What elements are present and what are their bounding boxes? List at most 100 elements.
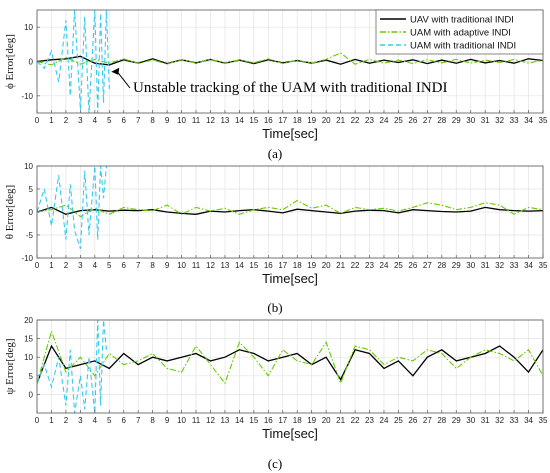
x-tick-label: 27 — [423, 261, 432, 270]
x-tick-label: 22 — [351, 116, 360, 125]
caption-c: (c) — [267, 456, 283, 471]
x-tick-label: 18 — [293, 416, 302, 425]
x-tick-label: 10 — [177, 416, 186, 425]
x-tick-label: 7 — [136, 261, 141, 270]
x-tick-label: 11 — [192, 116, 201, 125]
x-tick-label: 6 — [122, 416, 127, 425]
y-axis-label: ψ Error[deg] — [4, 338, 16, 394]
x-tick-label: 23 — [365, 261, 374, 270]
x-tick-label: 22 — [351, 416, 360, 425]
x-tick-label: 3 — [78, 116, 83, 125]
x-tick-label: 32 — [495, 416, 504, 425]
x-tick-label: 6 — [122, 116, 127, 125]
x-tick-label: 30 — [466, 416, 475, 425]
series-group — [37, 320, 543, 413]
x-tick-label: 30 — [466, 261, 475, 270]
legend-label-1: UAM with adaptive INDI — [410, 28, 511, 39]
series-line-1 — [37, 199, 543, 218]
x-tick-label: 24 — [380, 261, 389, 270]
x-tick-label: 3 — [78, 261, 83, 270]
x-tick-label: 26 — [408, 416, 417, 425]
series-line-1 — [37, 329, 543, 385]
x-tick-label: 2 — [64, 116, 69, 125]
y-tick-label: -10 — [21, 92, 33, 101]
x-tick-label: 21 — [336, 416, 345, 425]
x-tick-label: 20 — [322, 261, 331, 270]
x-tick-label: 12 — [206, 261, 215, 270]
x-tick-label: 4 — [93, 416, 98, 425]
x-tick-label: 24 — [380, 416, 389, 425]
x-tick-label: 21 — [336, 116, 345, 125]
x-tick-label: 27 — [423, 116, 432, 125]
series-line-1 — [37, 52, 543, 66]
annotation-arrow-head — [111, 67, 120, 75]
x-tick-label: 25 — [394, 116, 403, 125]
x-tick-label: 2 — [64, 416, 69, 425]
series-line-2 — [37, 166, 107, 249]
y-axis-label: θ Error[deg] — [4, 185, 16, 239]
x-tick-label: 33 — [510, 416, 519, 425]
x-tick-label: 15 — [249, 416, 258, 425]
x-tick-label: 28 — [437, 116, 446, 125]
x-tick-label: 3 — [78, 416, 83, 425]
x-tick-label: 15 — [249, 261, 258, 270]
x-tick-label: 14 — [235, 116, 244, 125]
x-tick-label: 16 — [264, 261, 273, 270]
x-tick-label: 23 — [365, 116, 374, 125]
x-tick-label: 25 — [394, 416, 403, 425]
x-tick-label: 29 — [452, 116, 461, 125]
x-tick-label: 17 — [278, 116, 287, 125]
y-tick-label: 10 — [24, 162, 33, 171]
y-tick-label: 0 — [29, 58, 34, 67]
x-tick-label: 23 — [365, 416, 374, 425]
x-tick-label: 35 — [539, 261, 548, 270]
legend-label-0: UAV with traditional INDI — [410, 15, 514, 26]
x-tick-label: 1 — [49, 116, 54, 125]
x-tick-label: 8 — [150, 416, 155, 425]
x-tick-label: 35 — [539, 116, 548, 125]
x-tick-label: 29 — [452, 261, 461, 270]
x-tick-label: 9 — [165, 116, 170, 125]
x-tick-label: 25 — [394, 261, 403, 270]
annotation-text: Unstable tracking of the UAM with tradit… — [133, 80, 448, 96]
y-tick-label: 20 — [24, 316, 33, 325]
y-tick-label: -5 — [26, 231, 34, 240]
x-tick-label: 29 — [452, 416, 461, 425]
x-tick-label: 33 — [510, 116, 519, 125]
x-tick-label: 34 — [524, 416, 533, 425]
x-axis-label: Time[sec] — [262, 426, 318, 441]
x-tick-label: 1 — [49, 416, 54, 425]
x-tick-label: 14 — [235, 416, 244, 425]
x-tick-label: 31 — [481, 416, 490, 425]
x-tick-label: 28 — [437, 261, 446, 270]
x-tick-label: 16 — [264, 416, 273, 425]
legend-label-2: UAM with traditional INDI — [410, 41, 516, 52]
y-tick-label: 0 — [29, 208, 34, 217]
x-tick-label: 28 — [437, 416, 446, 425]
chart-1: 0 1 2 3 4 5 6 7 8 9 10 11 12 13 14 15 16 17 18 19 20 21 22 23 24… — [4, 162, 548, 286]
x-tick-label: 10 — [177, 261, 186, 270]
x-tick-label: 6 — [122, 261, 127, 270]
y-tick-label: 5 — [29, 185, 34, 194]
x-tick-label: 8 — [150, 116, 155, 125]
x-tick-label: 17 — [278, 416, 287, 425]
x-tick-label: 0 — [35, 261, 40, 270]
caption-a: (a) — [267, 146, 283, 161]
x-tick-label: 20 — [322, 416, 331, 425]
x-tick-label: 33 — [510, 261, 519, 270]
series-group — [37, 10, 543, 113]
x-tick-label: 4 — [93, 261, 98, 270]
x-tick-label: 17 — [278, 261, 287, 270]
x-tick-label: 22 — [351, 261, 360, 270]
x-tick-label: 7 — [136, 116, 141, 125]
x-tick-label: 2 — [64, 261, 69, 270]
x-tick-label: 7 — [136, 416, 141, 425]
x-tick-label: 32 — [495, 116, 504, 125]
x-tick-label: 26 — [408, 116, 417, 125]
x-tick-label: 11 — [192, 261, 201, 270]
x-tick-label: 13 — [220, 116, 229, 125]
series-line-2 — [37, 320, 107, 413]
x-tick-label: 31 — [481, 261, 490, 270]
caption-b: (b) — [267, 300, 283, 315]
